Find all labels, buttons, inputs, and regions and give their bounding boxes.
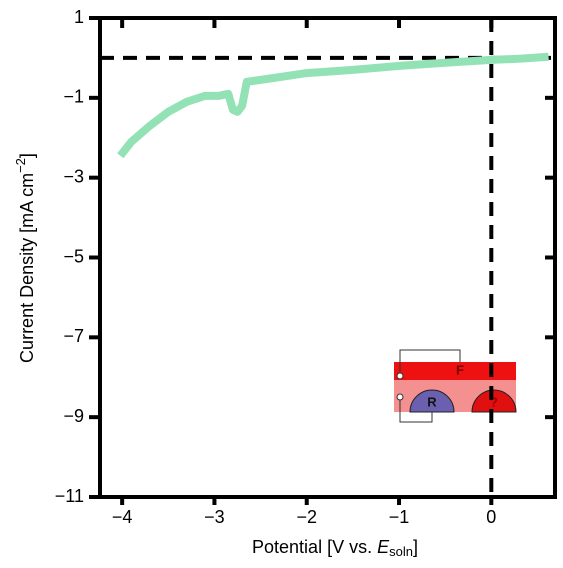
inset-diagram: F R ? (394, 349, 517, 423)
inset-label: ? (490, 394, 498, 409)
x-tick-label: −4 (112, 507, 133, 527)
x-axis-label-close: ] (413, 537, 418, 557)
inset-label: R (427, 394, 437, 409)
x-tick-label: −1 (389, 507, 410, 527)
x-tick-label: −2 (296, 507, 317, 527)
x-tick-label: −3 (204, 507, 225, 527)
plot-frame (98, 16, 557, 499)
x-axis-label: Potential [V vs. Esoln] (252, 537, 418, 560)
x-axis-label-text: Potential [V vs. (252, 537, 377, 557)
inset-wire (399, 349, 461, 423)
y-tick-label: −5 (63, 246, 84, 266)
inset-top-layer (394, 362, 516, 380)
y-tick-label: −1 (63, 87, 84, 107)
inset-terminal (396, 393, 404, 401)
y-axis-label-superscript: −2 (13, 158, 28, 173)
y-axis-label: Current Density [mA cm−2] (13, 153, 36, 363)
y-axis-label-text: Current Density [mA cm (17, 173, 37, 363)
inset-right-electrode (471, 389, 517, 413)
data-line (117, 52, 549, 159)
x-axis-label-symbol: E (377, 537, 390, 557)
y-tick-label: 1 (74, 7, 84, 27)
y-tick-label: −7 (63, 326, 84, 346)
y-tick-label: −9 (63, 406, 84, 426)
y-axis-label-close: ] (17, 153, 37, 158)
x-axis-label-subscript: soln (389, 544, 413, 559)
x-tick-label: 0 (486, 507, 496, 527)
inset-label: F (456, 362, 464, 377)
y-tick-label: −11 (55, 486, 84, 506)
inset-terminal (396, 372, 404, 380)
inset-left-electrode (409, 389, 455, 413)
y-tick-label: −3 (63, 166, 84, 186)
